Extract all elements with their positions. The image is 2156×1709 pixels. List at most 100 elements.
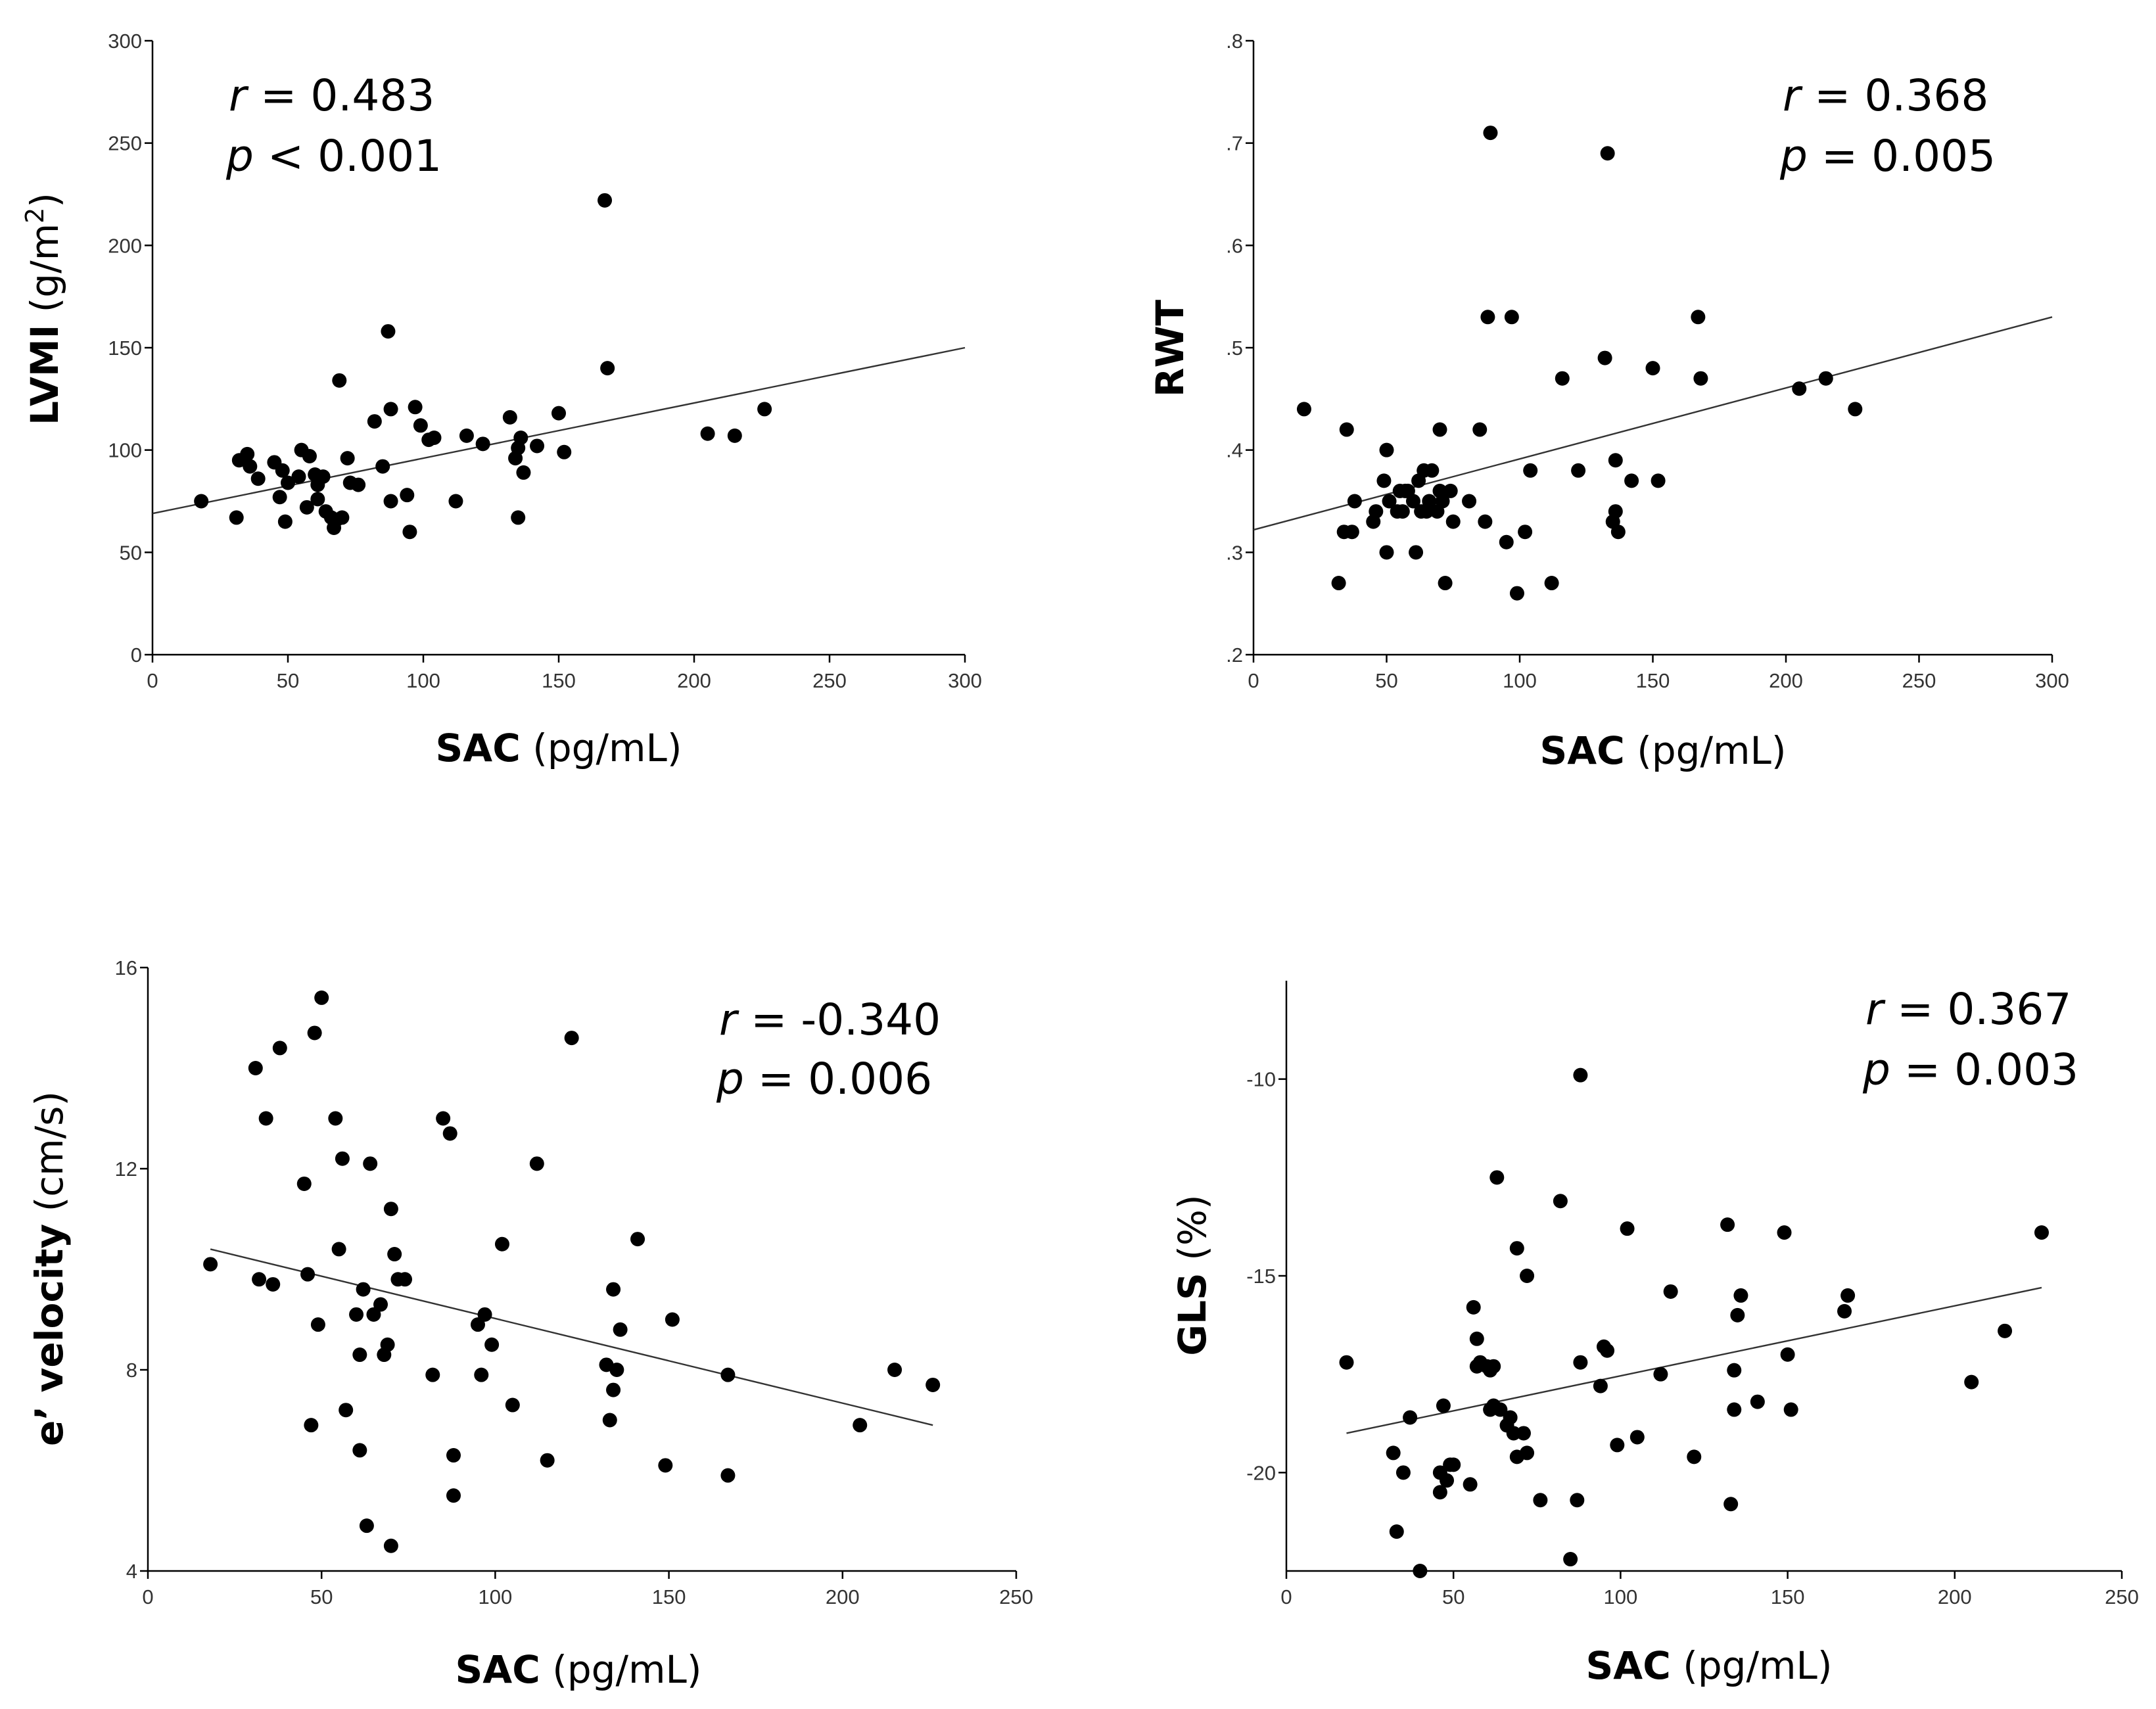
y-tick-label: 100 — [108, 439, 142, 462]
x-tick-label: 150 — [1636, 669, 1670, 692]
y-tick-label: 8 — [126, 1359, 137, 1382]
data-point — [1499, 534, 1514, 550]
data-point — [1379, 442, 1394, 457]
data-point — [335, 510, 350, 525]
x-axis-label: SAC (pg/mL) — [1586, 1643, 1833, 1688]
data-point — [402, 525, 417, 540]
y-tick-label: 200 — [108, 234, 142, 257]
data-point — [1570, 1493, 1585, 1508]
data-point — [1331, 576, 1346, 591]
data-point — [1693, 371, 1708, 386]
panel-gls: 0 50 100 150 200 250 -20 -15 -10 SAC (pg/mL) GLS… — [1170, 981, 2139, 1688]
data-point — [1483, 126, 1498, 141]
data-point — [853, 1418, 868, 1433]
data-point — [926, 1377, 941, 1392]
data-point — [1489, 1170, 1505, 1185]
data-point — [302, 449, 317, 464]
data-point — [1395, 1465, 1411, 1480]
data-point — [1403, 1410, 1418, 1425]
data-point — [331, 1242, 346, 1257]
data-point — [1783, 1402, 1798, 1417]
y-tick-label: 16 — [115, 956, 137, 979]
data-point — [727, 428, 742, 443]
x-tick-label: 300 — [948, 669, 982, 692]
data-point — [1472, 422, 1488, 437]
y-tick-label: .2 — [1226, 644, 1243, 667]
data-point — [1727, 1402, 1742, 1417]
data-point — [1413, 1564, 1428, 1578]
data-point — [1555, 371, 1570, 386]
data-point — [470, 1317, 485, 1332]
data-point — [1509, 1241, 1524, 1256]
data-point — [408, 400, 423, 415]
y-axis-label: LVMI (g/m2) — [20, 193, 67, 425]
data-point — [2034, 1225, 2049, 1240]
x-axis-label: SAC (pg/mL) — [436, 726, 682, 770]
data-point — [1792, 381, 1807, 396]
data-point — [1469, 1331, 1484, 1346]
data-point — [530, 438, 545, 454]
x-tick-label: 200 — [826, 1585, 860, 1608]
data-point — [1533, 1493, 1548, 1508]
data-point — [1466, 1299, 1481, 1315]
data-point — [459, 428, 474, 443]
x-tick-label: 100 — [406, 669, 440, 692]
data-point — [310, 492, 325, 507]
x-axis-label: SAC (pg/mL) — [1540, 728, 1787, 773]
data-point — [1376, 473, 1392, 488]
data-point — [373, 1297, 388, 1312]
data-point — [1523, 463, 1538, 478]
data-point — [1518, 525, 1533, 540]
p-statistic: p < 0.001 — [225, 131, 442, 181]
panel-rwt: 0 50 100 150 200 250 300 .2 .3 .4 .5 .6 .7 .8 SAC (pg… — [1148, 30, 2069, 773]
data-point — [1520, 1269, 1535, 1283]
data-point — [609, 1363, 624, 1377]
r-statistic: r = -0.340 — [719, 995, 941, 1045]
p-statistic: p = 0.003 — [1862, 1044, 2078, 1095]
data-point — [1840, 1288, 1856, 1303]
data-point — [367, 414, 382, 429]
x-tick-label: 0 — [1248, 669, 1259, 692]
data-point — [328, 1111, 343, 1126]
y-tick-label: -20 — [1246, 1461, 1276, 1484]
data-point — [1629, 1430, 1645, 1445]
data-point — [1733, 1288, 1748, 1303]
data-point — [203, 1257, 218, 1272]
data-point — [1777, 1225, 1792, 1240]
y-axis-label: RWT — [1148, 299, 1192, 397]
data-point — [1395, 504, 1410, 519]
x-tick-label: 50 — [277, 669, 299, 692]
x-tick-label: 250 — [1902, 669, 1936, 692]
axis-ticks: 0 50 100 150 200 250 -20 -15 -10 — [1246, 1068, 2139, 1608]
y-tick-label: .7 — [1226, 132, 1243, 155]
data-point — [339, 1403, 354, 1418]
data-point — [229, 510, 244, 525]
data-point — [529, 1156, 544, 1171]
data-point — [1516, 1426, 1531, 1441]
data-point — [1438, 576, 1453, 591]
data-point — [307, 1025, 322, 1041]
data-point — [613, 1322, 628, 1337]
data-point — [1436, 1398, 1451, 1413]
unit-closing: ) — [22, 193, 67, 208]
x-tick-label: 150 — [542, 669, 576, 692]
data-point — [1593, 1378, 1608, 1393]
data-point — [484, 1337, 500, 1352]
data-point — [272, 490, 287, 505]
data-point — [296, 1176, 312, 1191]
data-point — [383, 1202, 398, 1217]
data-point — [720, 1468, 736, 1483]
data-point — [1382, 494, 1397, 509]
data-point — [1344, 525, 1359, 540]
data-point — [1509, 586, 1524, 601]
data-point — [1435, 494, 1450, 509]
data-point — [1780, 1347, 1795, 1362]
data-point — [1445, 514, 1461, 529]
axis-ticks: 0 50 100 150 200 250 300 .2 .3 .4 .5 .6 .7 .8 — [1226, 30, 2069, 692]
data-point — [494, 1236, 509, 1252]
panel-e-velocity: 0 50 100 150 200 250 4 8 12 16 SAC (pg/mL) e’ vel… — [27, 956, 1033, 1692]
x-axis-label: SAC (pg/mL) — [456, 1647, 702, 1692]
data-point — [557, 444, 572, 459]
data-point — [252, 1272, 267, 1287]
y-tick-label: 0 — [131, 644, 142, 667]
